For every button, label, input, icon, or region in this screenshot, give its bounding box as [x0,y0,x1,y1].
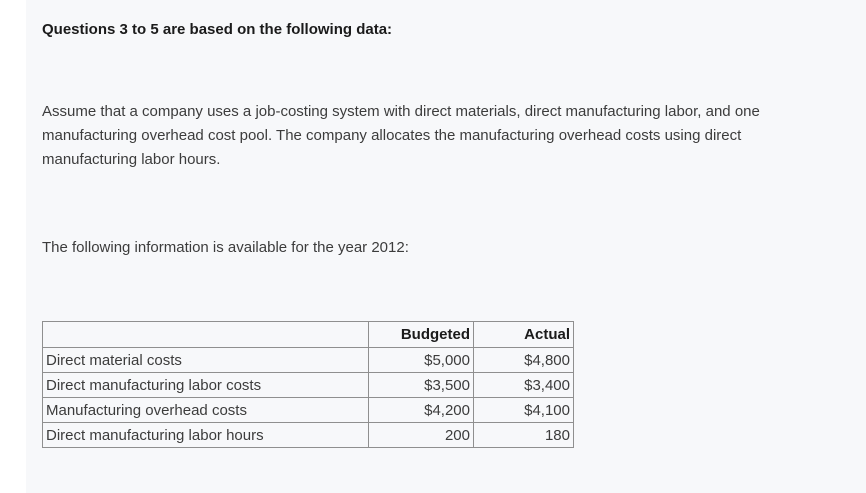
table-header-row: Budgeted Actual [42,321,574,348]
row-label: Direct manufacturing labor hours [42,422,369,448]
actual-value: $4,800 [473,347,574,373]
budgeted-value: $3,500 [368,372,474,398]
info-line: The following information is available f… [42,239,409,256]
paragraph-line: manufacturing overhead cost pool. The co… [42,127,742,144]
row-label: Manufacturing overhead costs [42,397,369,423]
row-label: Direct manufacturing labor costs [42,372,369,398]
budgeted-value: $5,000 [368,347,474,373]
column-header-actual: Actual [473,321,574,348]
budgeted-value: $4,200 [368,397,474,423]
question-heading: Questions 3 to 5 are based on the follow… [42,21,393,38]
paragraph-line: Assume that a company uses a job-costing… [42,103,760,120]
actual-value: $3,400 [473,372,574,398]
paragraph-line: manufacturing labor hours. [42,151,221,168]
row-label: Direct material costs [42,347,369,373]
column-header-budgeted: Budgeted [368,321,474,348]
table-row: Direct material costs $5,000 $4,800 [42,347,574,373]
actual-value: $4,100 [473,397,574,423]
column-header-blank [42,321,369,348]
table-row: Direct manufacturing labor hours 200 180 [42,422,574,448]
budgeted-value: 200 [368,422,474,448]
scenario-paragraph: Assume that a company uses a job-costing… [42,100,854,172]
content-panel: Questions 3 to 5 are based on the follow… [26,0,866,493]
actual-value: 180 [473,422,574,448]
table-row: Direct manufacturing labor costs $3,500 … [42,372,574,398]
table-row: Manufacturing overhead costs $4,200 $4,1… [42,397,574,423]
cost-data-table: Budgeted Actual Direct material costs $5… [42,321,574,448]
